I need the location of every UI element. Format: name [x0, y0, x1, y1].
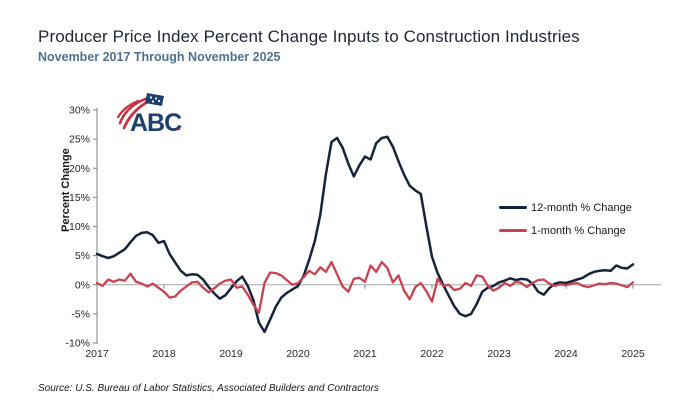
- svg-text:0%: 0%: [75, 279, 90, 291]
- svg-text:-5%: -5%: [71, 308, 90, 320]
- svg-text:10%: 10%: [69, 221, 90, 233]
- svg-text:2023: 2023: [487, 348, 511, 360]
- legend-label-12-month: 12-month % Change: [531, 201, 632, 214]
- abc-logo-text: ABC: [130, 109, 182, 136]
- svg-text:2025: 2025: [621, 348, 645, 360]
- legend-line-12-month-icon: [499, 206, 527, 209]
- source-note: Source: U.S. Bureau of Labor Statistics,…: [38, 383, 379, 394]
- legend: 12-month % Change 1-month % Change: [499, 201, 632, 247]
- svg-text:20%: 20%: [69, 163, 90, 175]
- svg-text:30%: 30%: [69, 105, 90, 117]
- abc-logo: ABC: [116, 92, 183, 137]
- legend-line-1-month-icon: [499, 229, 527, 232]
- page-title: Producer Price Index Percent Change Inpu…: [38, 27, 580, 46]
- svg-text:2018: 2018: [152, 348, 176, 360]
- svg-text:2021: 2021: [353, 348, 377, 360]
- legend-label-1-month: 1-month % Change: [531, 224, 626, 237]
- svg-text:2019: 2019: [219, 348, 243, 360]
- abc-logo-icon: ABC: [116, 93, 183, 137]
- svg-text:2017: 2017: [85, 348, 109, 360]
- chart-subtitle: November 2017 Through November 2025: [38, 50, 281, 64]
- svg-text:-10%: -10%: [65, 338, 90, 350]
- legend-item-12-month: 12-month % Change: [499, 201, 632, 214]
- svg-text:15%: 15%: [69, 192, 90, 204]
- svg-text:2022: 2022: [420, 348, 444, 360]
- svg-text:5%: 5%: [75, 250, 90, 262]
- svg-text:2024: 2024: [554, 348, 578, 360]
- svg-text:25%: 25%: [69, 134, 90, 146]
- legend-item-1-month: 1-month % Change: [499, 224, 632, 237]
- svg-text:2020: 2020: [286, 348, 310, 360]
